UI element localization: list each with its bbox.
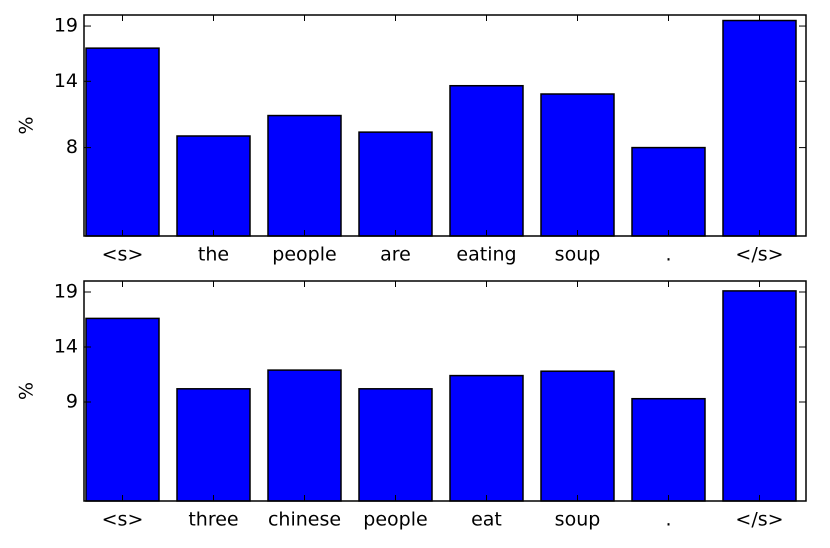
- x-tick-label: eat: [471, 509, 502, 531]
- bar: [722, 290, 797, 502]
- y-tick-label: 8: [66, 136, 78, 158]
- bar: [267, 369, 342, 502]
- bar: [722, 19, 797, 237]
- bar: [85, 317, 160, 502]
- y-tick-label: 14: [54, 70, 78, 92]
- y-axis-label: %: [16, 382, 38, 400]
- x-tick-label: </s>: [735, 244, 783, 266]
- bar: [358, 388, 433, 502]
- y-tick-label: 14: [54, 336, 78, 358]
- y-axis-label: %: [16, 116, 38, 134]
- x-tick-label: <s>: [102, 244, 144, 266]
- plot-frame: [83, 280, 807, 502]
- bar: [540, 370, 615, 502]
- bar: [358, 131, 433, 237]
- bar: [176, 388, 251, 502]
- plot-frame: [83, 14, 807, 237]
- x-tick-label: the: [198, 244, 229, 266]
- x-tick-label: soup: [555, 509, 601, 531]
- x-tick-label: soup: [555, 244, 601, 266]
- x-tick-label: eating: [456, 244, 516, 266]
- bar: [631, 146, 706, 237]
- x-tick-label: are: [380, 244, 411, 266]
- bar: [85, 47, 160, 237]
- x-tick-label: people: [363, 509, 427, 531]
- x-tick-label: people: [272, 244, 336, 266]
- x-tick-label: three: [188, 509, 238, 531]
- y-tick-label: 9: [66, 391, 78, 413]
- bar: [540, 93, 615, 237]
- bar: [176, 135, 251, 237]
- y-tick-label: 19: [54, 15, 78, 37]
- bar: [267, 114, 342, 237]
- y-tick-label: 19: [54, 281, 78, 303]
- x-tick-label: <s>: [102, 509, 144, 531]
- bar: [631, 397, 706, 502]
- x-tick-label: </s>: [735, 509, 783, 531]
- bar: [449, 84, 524, 237]
- x-tick-label: .: [665, 509, 671, 531]
- x-tick-label: chinese: [268, 509, 341, 531]
- bar: [449, 374, 524, 502]
- x-tick-label: .: [665, 244, 671, 266]
